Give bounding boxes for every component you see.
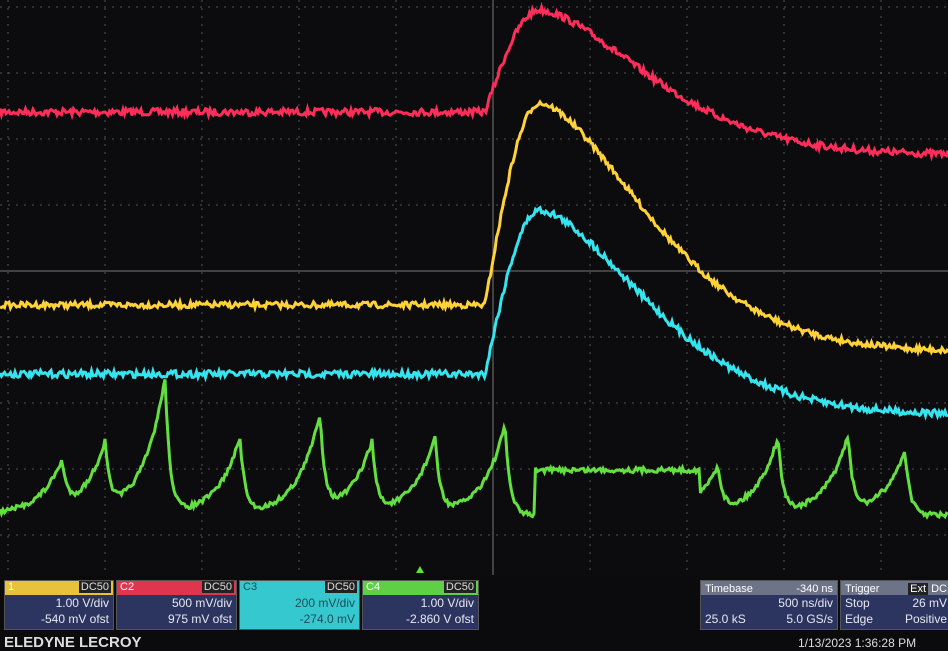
- trigger-box[interactable]: Trigger Ext DC Stop 26 mV Edge Positive: [840, 580, 948, 630]
- trace-c3: [0, 205, 948, 421]
- coupling: DC50: [78, 581, 111, 593]
- coupling: DC50: [443, 581, 476, 593]
- timestamp: 1/13/2023 1:36:28 PM: [798, 636, 917, 650]
- trace-c4: [0, 379, 948, 520]
- slope: Positive: [904, 612, 947, 626]
- coupling: DC: [931, 583, 947, 595]
- channel-1-box[interactable]: 1 DC50 1.00 V/div -540 mV ofst: [4, 580, 114, 630]
- channel-name: C4: [366, 581, 381, 593]
- channel-header: 1 DC50: [5, 581, 113, 595]
- mode: Stop: [845, 596, 870, 610]
- scale: 200 mV/div: [294, 596, 355, 610]
- label: Trigger: [845, 583, 880, 595]
- source: Ext: [908, 583, 929, 595]
- channel-header: C4 DC50: [363, 581, 478, 595]
- level: 26 mV: [912, 596, 947, 610]
- source: Ext DC: [908, 581, 947, 595]
- channel-name: C3: [243, 581, 258, 593]
- offset: 975 mV ofst: [167, 612, 232, 626]
- brand: ELEDYNE LECROY: [4, 634, 142, 651]
- trigger-marker: [416, 566, 424, 573]
- offset: -2.860 V ofst: [405, 612, 474, 626]
- screen-bg: [0, 0, 948, 575]
- channel-3-box[interactable]: C3 DC50 200 mV/div -274.0 mV: [239, 580, 360, 630]
- waveform-display: [0, 0, 948, 575]
- coupling: DC50: [324, 581, 357, 593]
- row: 500 ns/div: [701, 595, 837, 611]
- trace-c1: [0, 99, 948, 357]
- scale: 500 ns/div: [778, 596, 833, 610]
- channel-name: 1: [8, 581, 15, 593]
- offset: -274.0 mV: [299, 612, 355, 626]
- row: 25.0 kS 5.0 GS/s: [701, 611, 837, 627]
- coupling: DC50: [201, 581, 234, 593]
- scale: 1.00 V/div: [55, 596, 109, 610]
- samples: 25.0 kS: [705, 612, 746, 626]
- timebase-box[interactable]: Timebase -340 ns 500 ns/div 25.0 kS 5.0 GS…: [700, 580, 838, 630]
- row: Edge Positive: [841, 611, 948, 627]
- channel-2-box[interactable]: C2 DC50 500 mV/div 975 mV ofst: [116, 580, 237, 630]
- scale: 1.00 V/div: [420, 596, 474, 610]
- trace-c2: [0, 1, 948, 162]
- channel-name: C2: [120, 581, 135, 593]
- row: Stop 26 mV: [841, 595, 948, 611]
- trigger-header: Trigger Ext DC: [841, 581, 948, 595]
- label: Timebase: [705, 583, 753, 595]
- channel-4-box[interactable]: C4 DC50 1.00 V/div -2.860 V ofst: [362, 580, 479, 630]
- channel-header: C2 DC50: [117, 581, 236, 595]
- offset: -540 mV ofst: [40, 612, 109, 626]
- scale: 500 mV/div: [171, 596, 232, 610]
- timebase-header: Timebase -340 ns: [701, 581, 837, 595]
- rate: 5.0 GS/s: [786, 612, 833, 626]
- delay: -340 ns: [796, 583, 833, 595]
- channel-header: C3 DC50: [240, 581, 359, 595]
- type: Edge: [845, 612, 874, 626]
